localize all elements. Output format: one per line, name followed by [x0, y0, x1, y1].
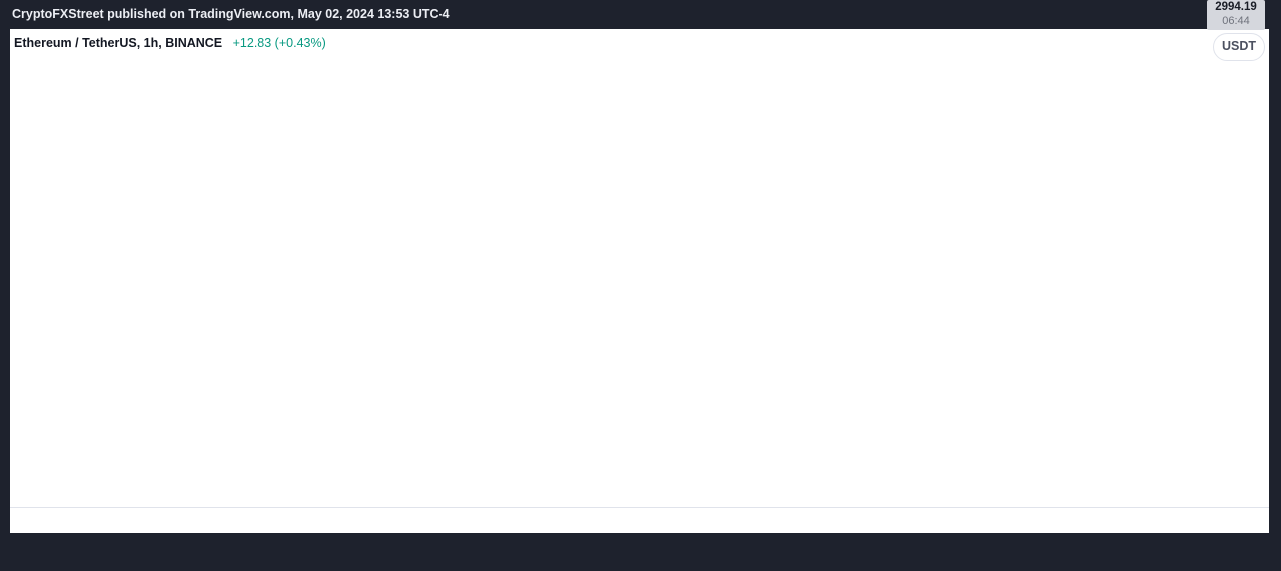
current-price-label: 2994.19 06:44	[1207, 0, 1265, 30]
symbol-ohlc-readout: Ethereum / TetherUS, 1h, BINANCE +12.83 …	[14, 36, 326, 52]
right-dark-edge	[1269, 29, 1281, 533]
bottom-bar: TradingView	[0, 533, 1281, 571]
chart-frame	[0, 29, 1281, 533]
change-readout: +12.83 (+0.43%)	[232, 36, 326, 50]
time-scale[interactable]	[10, 507, 1269, 533]
symbol-title: Ethereum / TetherUS, 1h, BINANCE	[14, 36, 223, 50]
left-dark-edge	[0, 29, 10, 533]
current-price-value: 2994.19	[1215, 1, 1257, 13]
currency-toggle-button[interactable]: USDT	[1213, 33, 1265, 61]
attribution-banner: CryptoFXStreet published on TradingView.…	[0, 0, 1281, 29]
bar-countdown: 06:44	[1222, 15, 1250, 27]
banner-text: CryptoFXStreet published on TradingView.…	[12, 7, 450, 21]
